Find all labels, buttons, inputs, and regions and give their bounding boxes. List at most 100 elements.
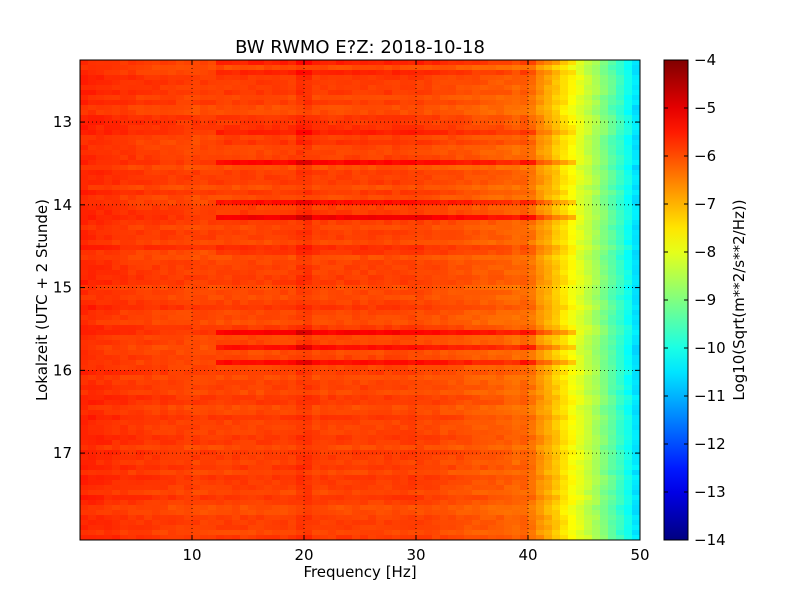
heatmap-cell — [344, 180, 353, 186]
heatmap-cell — [152, 145, 161, 151]
heatmap-cell — [400, 295, 409, 301]
heatmap-cell — [368, 380, 377, 386]
heatmap-cell — [424, 180, 433, 186]
heatmap-cell — [136, 230, 145, 236]
heatmap-cell — [88, 355, 97, 361]
heatmap-cell — [120, 295, 129, 301]
heatmap-cell — [600, 380, 609, 386]
heatmap-cell — [240, 340, 249, 346]
heatmap-cell — [232, 155, 241, 161]
heatmap-cell — [88, 320, 97, 326]
heatmap-cell — [624, 340, 633, 346]
heatmap-cell — [560, 280, 569, 286]
heatmap-cell — [344, 355, 353, 361]
heatmap-cell — [328, 270, 337, 276]
heatmap-cell — [304, 175, 313, 181]
heatmap-cell — [200, 415, 209, 421]
heatmap-cell — [328, 80, 337, 86]
heatmap-cell — [216, 310, 225, 316]
heatmap-cell — [232, 210, 241, 216]
heatmap-cell — [448, 380, 457, 386]
heatmap-cell — [88, 390, 97, 396]
heatmap-cell — [248, 340, 257, 346]
heatmap-cell — [472, 280, 481, 286]
heatmap-cell — [528, 340, 537, 346]
heatmap-cell — [352, 265, 361, 271]
heatmap-cell — [520, 305, 529, 311]
heatmap-cell — [352, 130, 361, 136]
heatmap-cell — [392, 230, 401, 236]
heatmap-cell — [208, 195, 217, 201]
heatmap-cell — [328, 60, 337, 66]
heatmap-cell — [496, 185, 505, 191]
heatmap-cell — [272, 265, 281, 271]
heatmap-cell — [456, 325, 465, 331]
heatmap-cell — [224, 160, 233, 166]
heatmap-cell — [504, 330, 513, 336]
heatmap-cell — [456, 300, 465, 306]
heatmap-cell — [520, 85, 529, 91]
heatmap-cell — [528, 270, 537, 276]
heatmap-cell — [568, 330, 577, 336]
heatmap-cell — [112, 65, 121, 71]
heatmap-cell — [496, 345, 505, 351]
heatmap-cell — [624, 375, 633, 381]
heatmap-cell — [480, 240, 489, 246]
heatmap-cell — [80, 110, 89, 116]
heatmap-cell — [344, 65, 353, 71]
heatmap-cell — [584, 340, 593, 346]
heatmap-cell — [480, 165, 489, 171]
heatmap-cell — [520, 90, 529, 96]
heatmap-cell — [280, 185, 289, 191]
heatmap-cell — [328, 400, 337, 406]
heatmap-cell — [112, 405, 121, 411]
heatmap-cell — [248, 190, 257, 196]
heatmap-cell — [96, 410, 105, 416]
heatmap-cell — [232, 385, 241, 391]
heatmap-cell — [568, 150, 577, 156]
heatmap-cell — [144, 100, 153, 106]
heatmap-cell — [176, 140, 185, 146]
heatmap-cell — [248, 95, 257, 101]
heatmap-cell — [104, 130, 113, 136]
heatmap-cell — [208, 155, 217, 161]
heatmap-cell — [440, 380, 449, 386]
heatmap-cell — [576, 230, 585, 236]
heatmap-cell — [552, 265, 561, 271]
heatmap-cell — [288, 390, 297, 396]
heatmap-cell — [480, 205, 489, 211]
heatmap-cell — [88, 175, 97, 181]
heatmap-cell — [120, 65, 129, 71]
heatmap-cell — [336, 390, 345, 396]
heatmap-cell — [128, 185, 137, 191]
heatmap-cell — [192, 115, 201, 121]
heatmap-cell — [232, 245, 241, 251]
heatmap-cell — [128, 210, 137, 216]
heatmap-cell — [344, 110, 353, 116]
heatmap-cell — [392, 330, 401, 336]
heatmap-cell — [384, 110, 393, 116]
heatmap-cell — [248, 310, 257, 316]
heatmap-cell — [128, 340, 137, 346]
heatmap-cell — [568, 310, 577, 316]
heatmap-cell — [432, 280, 441, 286]
heatmap-cell — [400, 220, 409, 226]
heatmap-cell — [472, 230, 481, 236]
heatmap-cell — [144, 350, 153, 356]
heatmap-cell — [624, 390, 633, 396]
heatmap-cell — [360, 365, 369, 371]
heatmap-cell — [176, 400, 185, 406]
heatmap-cell — [624, 105, 633, 111]
heatmap-cell — [280, 415, 289, 421]
heatmap-cell — [256, 255, 265, 261]
heatmap-cell — [176, 145, 185, 151]
heatmap-cell — [144, 310, 153, 316]
heatmap-cell — [128, 130, 137, 136]
heatmap-cell — [416, 250, 425, 256]
heatmap-cell — [616, 295, 625, 301]
heatmap-cell — [512, 325, 521, 331]
heatmap-cell — [544, 290, 553, 296]
heatmap-cell — [592, 115, 601, 121]
heatmap-cell — [432, 335, 441, 341]
heatmap-cell — [384, 310, 393, 316]
